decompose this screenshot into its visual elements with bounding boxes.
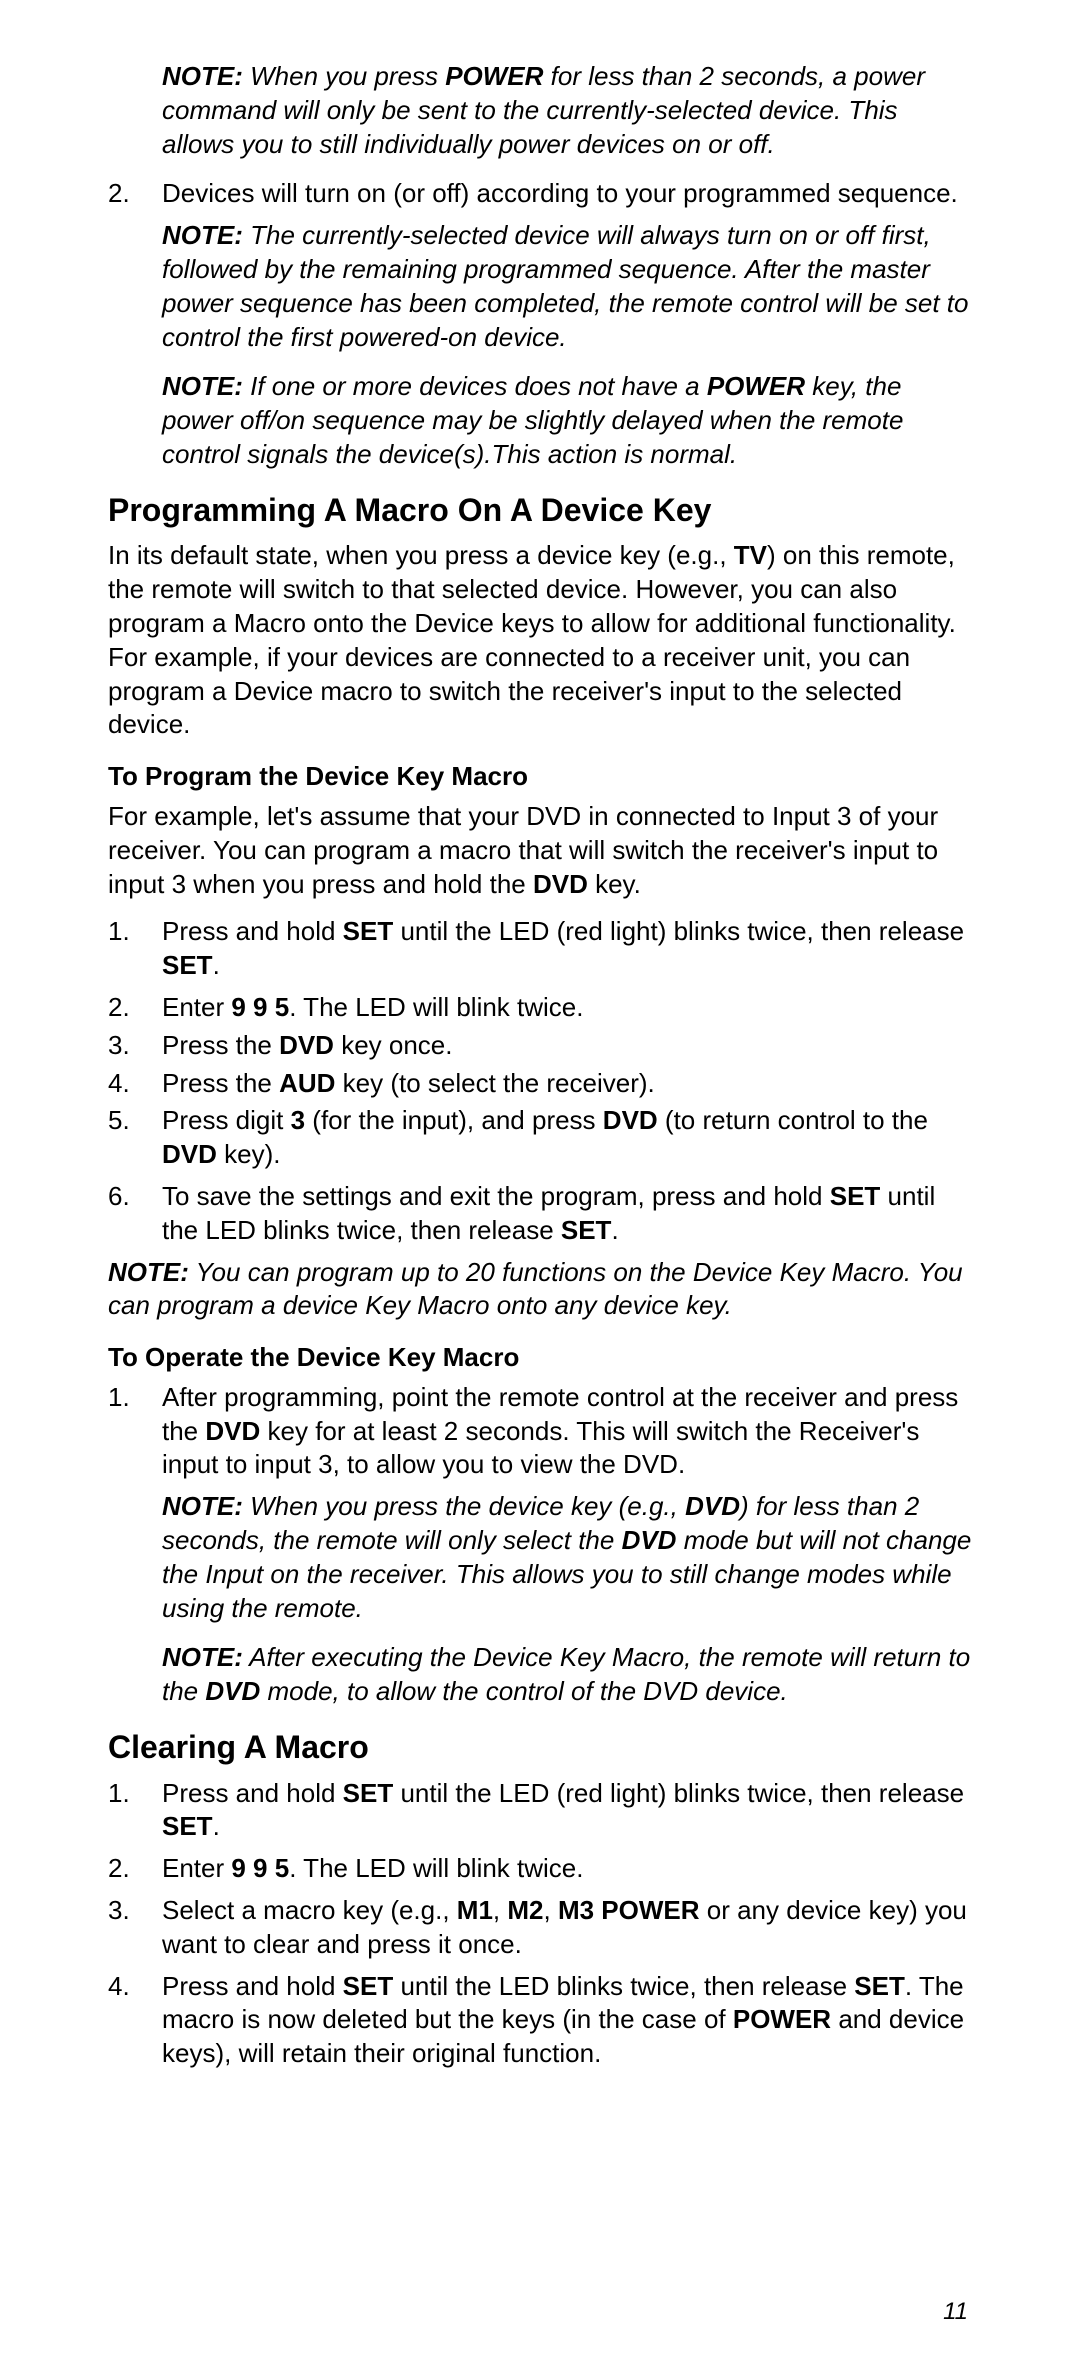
list-item-devices-turn: 2. Devices will turn on (or off) accordi…: [108, 177, 972, 211]
subhead-to-operate: To Operate the Device Key Macro: [108, 1341, 972, 1375]
note-lead: NOTE:: [108, 1257, 189, 1287]
clear-step-2: 2. Enter 9 9 5. The LED will blink twice…: [108, 1852, 972, 1886]
subhead-to-program: To Program the Device Key Macro: [108, 760, 972, 794]
list-text: Devices will turn on (or off) according …: [162, 177, 972, 211]
para-example-dvd: For example, let's assume that your DVD …: [108, 800, 972, 901]
note-lead: NOTE:: [162, 220, 243, 250]
note-power-less-2s: NOTE: When you press POWER for less than…: [108, 60, 972, 161]
note-no-power-key: NOTE: If one or more devices does not ha…: [108, 370, 972, 471]
clear-step-4: 4. Press and hold SET until the LED blin…: [108, 1970, 972, 2071]
note-lead: NOTE:: [162, 61, 243, 91]
clear-step-3: 3. Select a macro key (e.g., M1, M2, M3 …: [108, 1894, 972, 1962]
note-after-executing: NOTE: After executing the Device Key Mac…: [108, 1641, 972, 1709]
step-1: 1. Press and hold SET until the LED (red…: [108, 915, 972, 983]
note-lead: NOTE:: [162, 371, 243, 401]
clear-step-1: 1. Press and hold SET until the LED (red…: [108, 1777, 972, 1845]
step-2: 2. Enter 9 9 5. The LED will blink twice…: [108, 991, 972, 1025]
note-20-functions: NOTE: You can program up to 20 functions…: [108, 1256, 972, 1324]
para-default-state: In its default state, when you press a d…: [108, 539, 972, 742]
note-lead: NOTE:: [162, 1491, 243, 1521]
step-6: 6. To save the settings and exit the pro…: [108, 1180, 972, 1248]
heading-clearing-macro: Clearing A Macro: [108, 1727, 972, 1769]
step-5: 5. Press digit 3 (for the input), and pr…: [108, 1104, 972, 1172]
step-3: 3. Press the DVD key once.: [108, 1029, 972, 1063]
page-number: 11: [943, 2296, 968, 2327]
note-lead: NOTE:: [162, 1642, 243, 1672]
note-currently-selected: NOTE: The currently-selected device will…: [108, 219, 972, 354]
list-number: 2.: [108, 177, 162, 211]
heading-programming-macro: Programming A Macro On A Device Key: [108, 490, 972, 532]
step-4: 4. Press the AUD key (to select the rece…: [108, 1067, 972, 1101]
operate-step-1: 1. After programming, point the remote c…: [108, 1381, 972, 1482]
note-device-key-less-2s: NOTE: When you press the device key (e.g…: [108, 1490, 972, 1625]
